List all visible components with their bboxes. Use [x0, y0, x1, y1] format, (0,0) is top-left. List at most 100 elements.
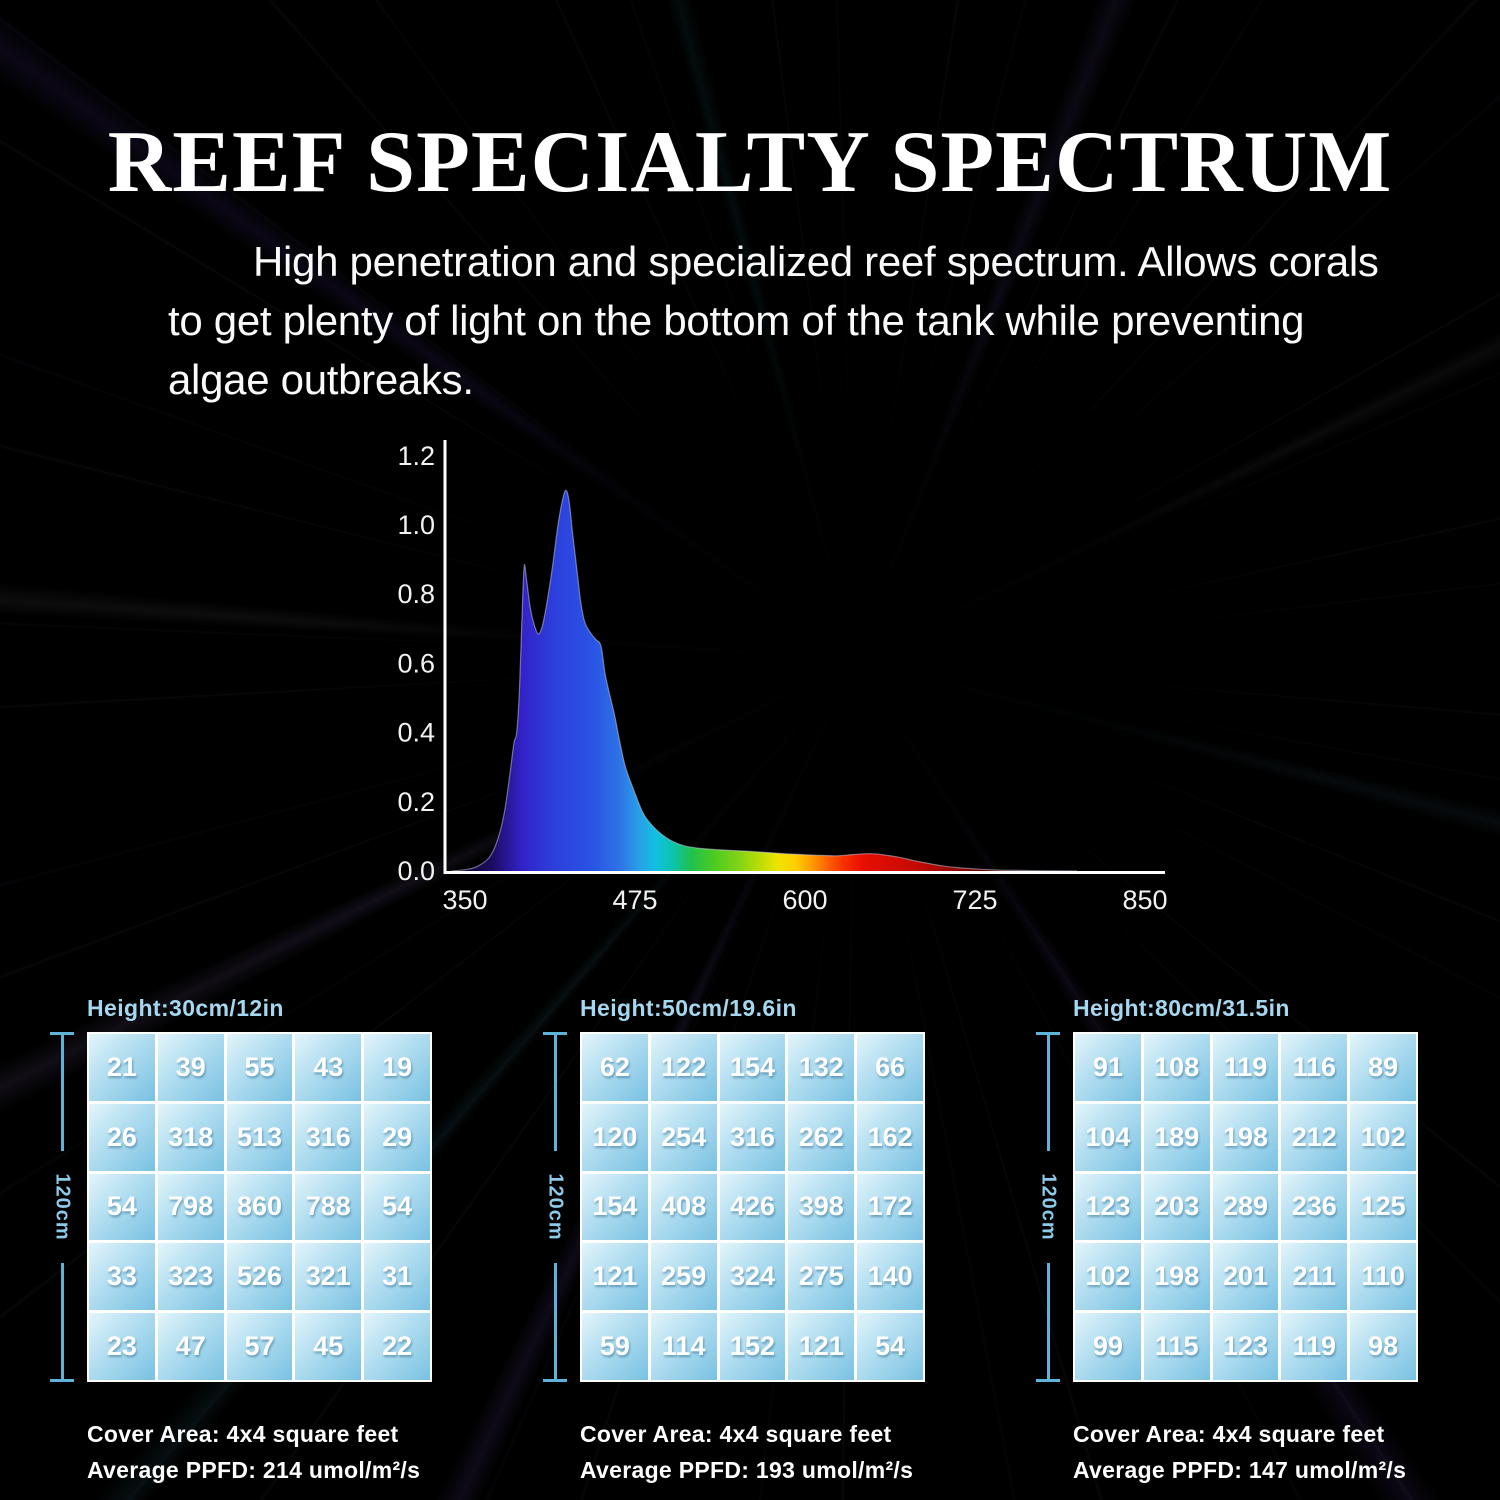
- grid-cell: 62: [582, 1034, 648, 1101]
- grid-cell: 162: [857, 1103, 923, 1171]
- grid-cell: 55: [226, 1034, 293, 1101]
- dimension-cap-bottom: [50, 1379, 74, 1382]
- dimension-label-box: 120cm: [1031, 1151, 1065, 1263]
- grid-cell: 513: [226, 1103, 293, 1171]
- spectrum-area: [451, 490, 1077, 871]
- grid-cell: 172: [857, 1173, 923, 1241]
- dimension-cap-bottom: [1036, 1379, 1060, 1382]
- grid-cell: 323: [157, 1243, 224, 1311]
- x-tick-label: 475: [612, 885, 657, 915]
- y-tick-label: 0.0: [397, 856, 435, 886]
- grid-cell: 33: [89, 1243, 155, 1311]
- grid-cell: 408: [650, 1173, 717, 1241]
- grid-cell: 116: [1281, 1034, 1348, 1101]
- grid-cell: 798: [157, 1173, 224, 1241]
- panel-grid-row: 120cm 91 108 119 116 89 104 189 198 212 102 123 203…: [1031, 1032, 1471, 1382]
- grid-cell: 21: [89, 1034, 155, 1101]
- avg-ppfd-text: Average PPFD: 193 umol/m²/s: [580, 1457, 914, 1483]
- dimension-cap-bottom: [543, 1379, 567, 1382]
- grid-cell: 26: [89, 1103, 155, 1171]
- grid-cell: 110: [1350, 1243, 1416, 1311]
- grid-cell: 125: [1350, 1173, 1416, 1241]
- grid-cell: 426: [719, 1173, 786, 1241]
- dimension-line-bottom-segment: [60, 1263, 64, 1379]
- ppfd-panel: Height:50cm/19.6in 120cm 62 122 154 132 66 12…: [538, 995, 978, 1488]
- panel-height-heading: Height:30cm/12in: [87, 995, 284, 1021]
- grid-cell: 45: [295, 1313, 362, 1380]
- grid-cell: 31: [364, 1243, 430, 1311]
- y-tick-label: 0.8: [397, 579, 435, 609]
- cover-area-text: Cover Area: 4x4 square feet: [87, 1421, 399, 1447]
- grid-cell: 154: [719, 1034, 786, 1101]
- grid-cell: 189: [1143, 1103, 1210, 1171]
- grid-cell: 22: [364, 1313, 430, 1380]
- cover-area-text: Cover Area: 4x4 square feet: [580, 1421, 892, 1447]
- height-dimension-indicator: 120cm: [45, 1032, 79, 1382]
- grid-cell: 39: [157, 1034, 224, 1101]
- grid-cell: 132: [788, 1034, 855, 1101]
- grid-cell: 29: [364, 1103, 430, 1171]
- panel-caption: Cover Area: 4x4 square feet Average PPFD…: [580, 1416, 978, 1488]
- grid-cell: 91: [1075, 1034, 1141, 1101]
- dimension-cap-top: [50, 1032, 74, 1035]
- grid-cell: 54: [89, 1173, 155, 1241]
- grid-cell: 47: [157, 1313, 224, 1380]
- panel-grid-row: 120cm 62 122 154 132 66 120 254 316 262 162 154 408…: [538, 1032, 978, 1382]
- grid-cell: 43: [295, 1034, 362, 1101]
- grid-cell: 289: [1212, 1173, 1279, 1241]
- x-tick-label: 600: [782, 885, 827, 915]
- grid-cell: 236: [1281, 1173, 1348, 1241]
- panel-grid-row: 120cm 21 39 55 43 19 26 318 513 316 29 54 798 860 788…: [45, 1032, 485, 1382]
- cover-area-text: Cover Area: 4x4 square feet: [1073, 1421, 1385, 1447]
- height-dimension-indicator: 120cm: [1031, 1032, 1065, 1382]
- grid-cell: 104: [1075, 1103, 1141, 1171]
- grid-cell: 89: [1350, 1034, 1416, 1101]
- spectrum-chart-svg: 0.0 0.2 0.4 0.6 0.8 1.0 1.2 350 475 600 725 850: [397, 440, 1168, 915]
- grid-cell: 115: [1143, 1313, 1210, 1380]
- ppfd-grid: 62 122 154 132 66 120 254 316 262 162 154 408 426 398…: [580, 1032, 925, 1382]
- grid-cell: 23: [89, 1313, 155, 1380]
- grid-cell: 321: [295, 1243, 362, 1311]
- panel-height-heading: Height:50cm/19.6in: [580, 995, 797, 1021]
- grid-cell: 198: [1212, 1103, 1279, 1171]
- dimension-label: 120cm: [1037, 1173, 1060, 1241]
- grid-cell: 121: [582, 1243, 648, 1311]
- grid-cell: 788: [295, 1173, 362, 1241]
- grid-cell: 152: [719, 1313, 786, 1380]
- panel-height-heading: Height:80cm/31.5in: [1073, 995, 1290, 1021]
- grid-cell: 140: [857, 1243, 923, 1311]
- grid-cell: 54: [857, 1313, 923, 1380]
- grid-cell: 254: [650, 1103, 717, 1171]
- grid-cell: 99: [1075, 1313, 1141, 1380]
- grid-cell: 120: [582, 1103, 648, 1171]
- grid-cell: 154: [582, 1173, 648, 1241]
- grid-cell: 211: [1281, 1243, 1348, 1311]
- grid-cell: 201: [1212, 1243, 1279, 1311]
- grid-cell: 860: [226, 1173, 293, 1241]
- spectrum-curve-outline: [451, 489, 1078, 872]
- grid-cell: 316: [719, 1103, 786, 1171]
- grid-cell: 259: [650, 1243, 717, 1311]
- grid-cell: 59: [582, 1313, 648, 1380]
- dimension-label: 120cm: [544, 1173, 567, 1241]
- grid-cell: 398: [788, 1173, 855, 1241]
- x-tick-label: 350: [442, 885, 487, 915]
- grid-cell: 108: [1143, 1034, 1210, 1101]
- height-dimension-indicator: 120cm: [538, 1032, 572, 1382]
- ppfd-grid: 91 108 119 116 89 104 189 198 212 102 123 203 289 236…: [1073, 1032, 1418, 1382]
- dimension-line-bottom-segment: [553, 1263, 557, 1379]
- grid-cell: 324: [719, 1243, 786, 1311]
- avg-ppfd-text: Average PPFD: 147 umol/m²/s: [1073, 1457, 1407, 1483]
- dimension-cap-top: [1036, 1032, 1060, 1035]
- grid-cell: 102: [1350, 1103, 1416, 1171]
- grid-cell: 119: [1212, 1034, 1279, 1101]
- grid-cell: 121: [788, 1313, 855, 1380]
- panel-caption: Cover Area: 4x4 square feet Average PPFD…: [87, 1416, 485, 1488]
- page-title: REEF SPECIALTY SPECTRUM: [107, 114, 1393, 211]
- grid-cell: 316: [295, 1103, 362, 1171]
- dimension-line-top-segment: [553, 1035, 557, 1151]
- grid-cell: 66: [857, 1034, 923, 1101]
- avg-ppfd-text: Average PPFD: 214 umol/m²/s: [87, 1457, 421, 1483]
- ppfd-panel: Height:80cm/31.5in 120cm 91 108 119 116 89 10…: [1031, 995, 1471, 1488]
- grid-cell: 54: [364, 1173, 430, 1241]
